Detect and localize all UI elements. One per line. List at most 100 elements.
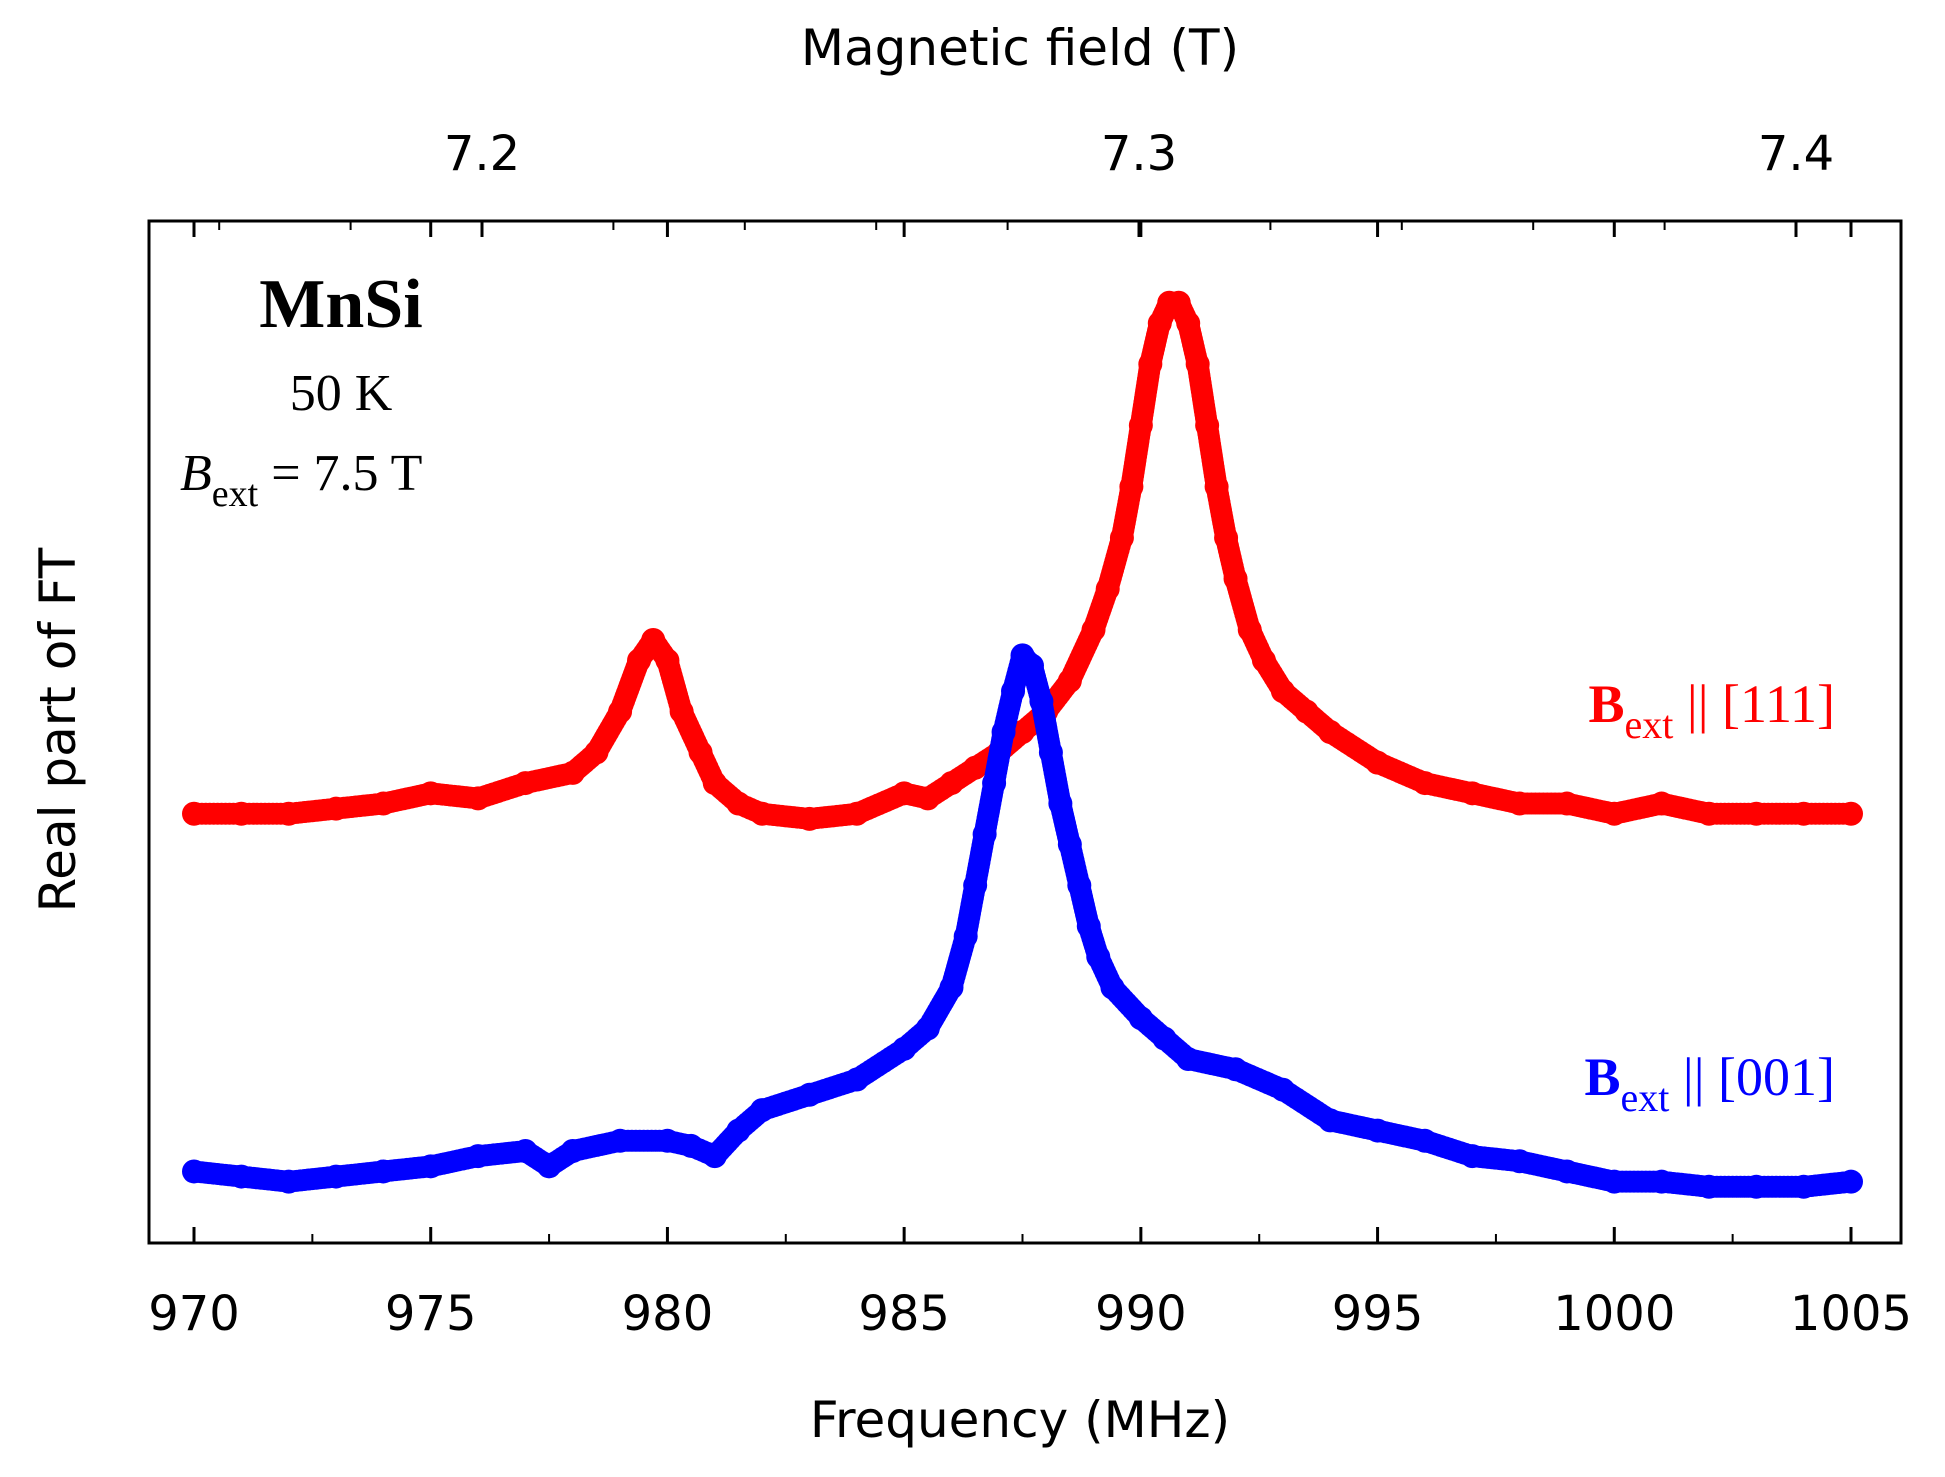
data-point	[1057, 668, 1082, 693]
data-point	[1270, 679, 1295, 704]
data-point	[1038, 740, 1063, 765]
data-point	[1086, 944, 1111, 969]
data-point	[641, 628, 666, 653]
data-point	[513, 771, 538, 796]
data-point	[1602, 801, 1627, 826]
data-point	[466, 1144, 491, 1169]
annotation-field: Bext = 7.5 T	[180, 445, 422, 515]
data-point	[466, 786, 491, 811]
data-point	[1152, 1026, 1177, 1051]
annotation-field-value: = 7.5 T	[258, 445, 422, 502]
data-point	[655, 648, 680, 673]
data-point	[1109, 525, 1134, 550]
x-tick-label: 975	[385, 1286, 477, 1342]
annotation-temperature: 50 K	[290, 365, 393, 422]
data-point	[750, 801, 775, 826]
data-point	[1744, 1174, 1769, 1199]
data-point	[1138, 352, 1163, 377]
data-point	[702, 1144, 727, 1169]
data-point	[688, 740, 713, 765]
data-point	[276, 1169, 301, 1194]
data-point	[726, 1118, 751, 1143]
data-point	[1057, 832, 1082, 857]
data-point	[1100, 975, 1125, 1000]
data-point	[1176, 311, 1201, 336]
top-axis-label: Magnetic field (T)	[801, 19, 1239, 77]
data-point	[1412, 1128, 1437, 1153]
legend-001-text: || [001]	[1669, 1047, 1835, 1107]
series-001	[182, 643, 1863, 1199]
data-point	[1204, 474, 1229, 499]
data-point	[1318, 720, 1343, 744]
series-111	[182, 290, 1863, 831]
data-point	[1460, 1144, 1485, 1169]
data-point	[892, 781, 917, 806]
data-point	[1223, 566, 1248, 591]
data-point	[1095, 576, 1120, 601]
data-point	[1839, 801, 1863, 826]
data-point	[1365, 750, 1390, 775]
data-point	[182, 801, 206, 826]
data-point	[1237, 617, 1262, 642]
data-point	[1019, 653, 1044, 678]
legend-111-subscript: ext	[1625, 702, 1674, 747]
data-point	[1029, 689, 1054, 714]
legend-111-text: || [111]	[1673, 674, 1835, 734]
data-series	[182, 290, 1863, 1199]
data-point	[1554, 1159, 1579, 1184]
x-tick-label: 1000	[1553, 1286, 1675, 1342]
data-point	[371, 791, 396, 816]
legend-001-symbol: B	[1585, 1047, 1621, 1107]
data-point	[1696, 1174, 1721, 1199]
bottom-axis-label: Frequency (MHz)	[810, 1391, 1230, 1449]
data-point	[276, 801, 301, 826]
top-axis-ticks: 7.2 7.3 7.4	[218, 126, 1834, 237]
plot-frame	[147, 219, 1903, 1245]
bottom-axis-ticks: 970 975 980 985 990 995 1000 1005	[148, 221, 1912, 1342]
data-point	[1214, 525, 1239, 550]
data-point	[1791, 801, 1816, 826]
data-point	[1185, 352, 1210, 377]
data-point	[1128, 1006, 1153, 1031]
data-point	[560, 1139, 585, 1164]
data-point	[1128, 413, 1153, 438]
top-tick-label: 7.3	[1101, 126, 1177, 182]
data-point	[1166, 290, 1191, 315]
data-point	[182, 1159, 206, 1184]
data-point	[991, 720, 1016, 744]
annotation-sample: MnSi	[259, 266, 422, 343]
data-point	[1010, 720, 1035, 744]
data-point	[939, 771, 964, 796]
data-point	[1195, 413, 1220, 438]
data-point	[1696, 801, 1721, 826]
data-point	[418, 781, 443, 806]
annotation-field-subscript: ext	[212, 473, 259, 515]
data-point	[1602, 1169, 1627, 1194]
data-point	[1839, 1169, 1863, 1194]
legend-001-subscript: ext	[1621, 1075, 1670, 1120]
data-point	[844, 1067, 869, 1092]
data-point	[1649, 1169, 1674, 1194]
data-point	[972, 822, 997, 847]
legend-series-001: Bext || [001]	[1585, 1047, 1836, 1120]
data-point	[679, 1133, 704, 1158]
data-point	[892, 1036, 917, 1061]
data-point	[1223, 1057, 1248, 1082]
data-point	[560, 760, 585, 785]
data-point	[1081, 617, 1106, 642]
data-point	[537, 1154, 562, 1179]
x-tick-label: 985	[858, 1286, 950, 1342]
data-point	[1176, 1047, 1201, 1072]
data-point	[750, 1098, 775, 1123]
x-tick-label: 1005	[1790, 1286, 1912, 1342]
data-point	[1649, 791, 1674, 816]
data-point	[608, 699, 633, 724]
data-point	[1294, 699, 1319, 724]
data-point	[1147, 311, 1172, 336]
data-point	[702, 771, 727, 796]
legend-series-111: Bext || [111]	[1589, 674, 1835, 747]
data-point	[1507, 1149, 1532, 1174]
legend-111-symbol: B	[1589, 674, 1625, 734]
data-point	[324, 1164, 349, 1189]
